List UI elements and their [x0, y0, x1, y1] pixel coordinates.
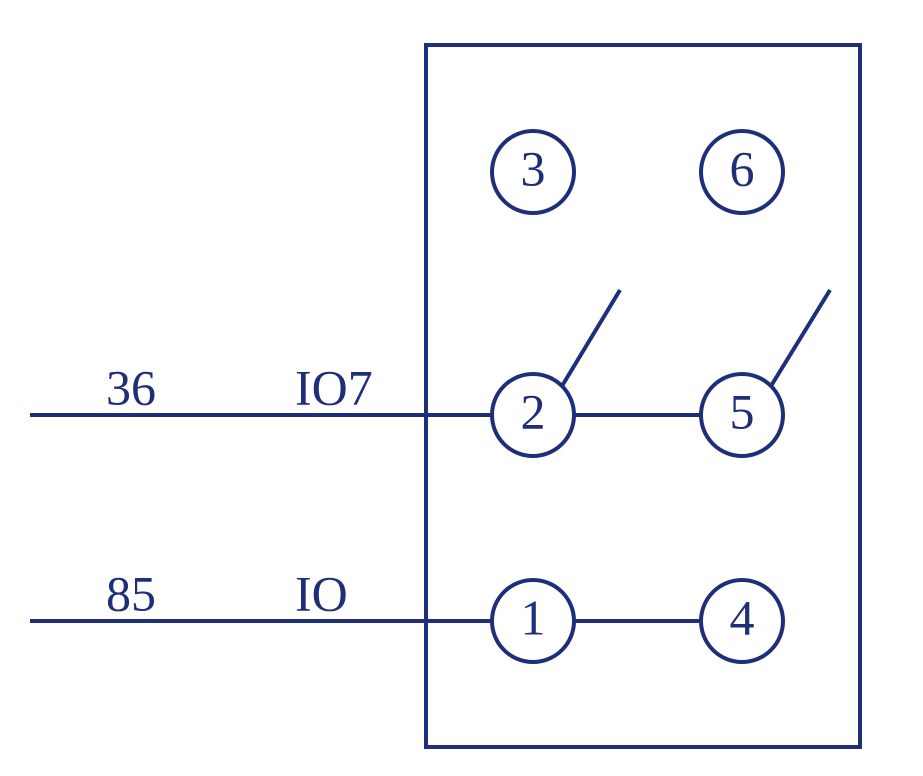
node-2-label: 2: [521, 383, 546, 439]
node-6-label: 6: [730, 140, 755, 196]
external-line-2-label-1: 85: [106, 565, 156, 621]
node-5-label: 5: [730, 383, 755, 439]
external-line-1-label-1: 36: [106, 359, 156, 415]
diagram-svg: 36IO785IO362514: [0, 0, 923, 776]
node-4-label: 4: [730, 589, 755, 645]
external-line-1-label-2: IO7: [295, 359, 373, 415]
node-3-label: 3: [521, 140, 546, 196]
node-1-label: 1: [521, 589, 546, 645]
external-line-2-label-2: IO: [295, 565, 348, 621]
